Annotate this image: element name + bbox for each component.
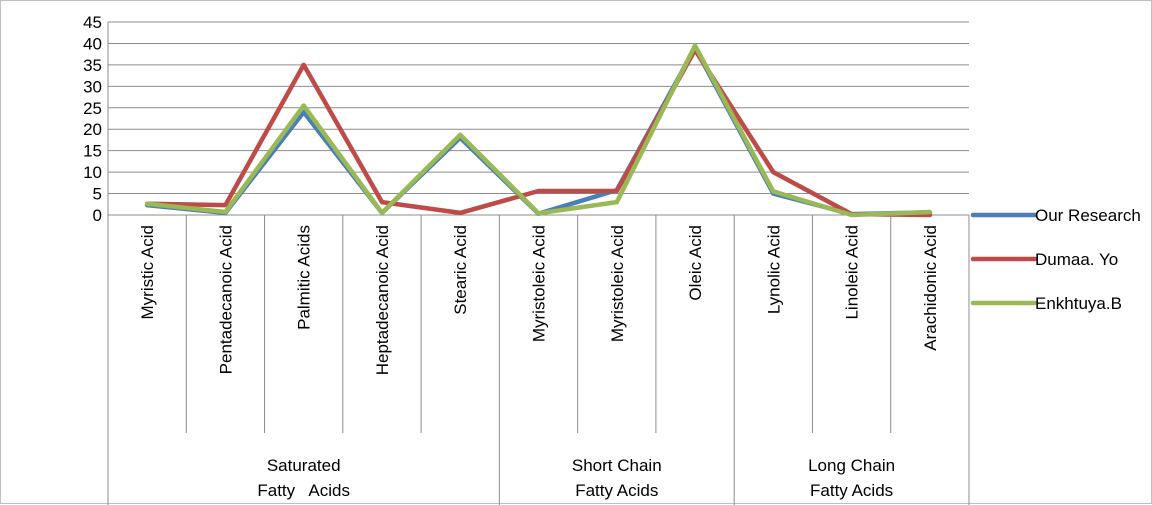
data-point <box>224 204 226 206</box>
data-point <box>224 211 226 213</box>
legend: Our Research Dumaa. Yo Enkhtuya.B <box>970 206 1141 313</box>
x-category-label: Lynolic Acid <box>764 225 783 314</box>
x-category-label: Arachidonic Acid <box>921 225 940 351</box>
data-point <box>303 105 305 107</box>
x-category-label: Pentadecanoic Acid <box>216 225 235 374</box>
series-line <box>144 47 933 218</box>
data-point <box>459 134 461 136</box>
y-tick-label: 35 <box>83 56 102 75</box>
data-point <box>929 211 931 213</box>
y-tick-label: 20 <box>83 120 102 139</box>
y-tick-label: 10 <box>83 163 102 182</box>
data-point <box>303 111 305 113</box>
data-point <box>929 214 931 216</box>
x-axis: Myristic Acid Pentadecanoic Acid Palmitic … <box>107 215 970 505</box>
data-point <box>303 64 305 66</box>
legend-label: Our Research <box>1035 206 1141 225</box>
data-point <box>616 190 618 192</box>
y-axis: 0 5 10 15 20 25 30 35 40 45 <box>83 13 109 225</box>
x-group-label: Fatty Acids <box>810 481 893 500</box>
data-point <box>851 214 853 216</box>
x-category-label: Heptadecanoic Acid <box>373 225 392 375</box>
data-point <box>146 203 148 205</box>
legend-label: Dumaa. Yo <box>1035 250 1118 269</box>
x-category-label: Stearic Acid <box>451 225 470 315</box>
x-group-label: Long Chain <box>808 456 895 475</box>
x-category-label: Myristoleic Acid <box>530 225 549 342</box>
x-group-label: Fatty Acids <box>575 481 658 500</box>
y-tick-label: 5 <box>93 185 102 204</box>
data-point <box>538 190 539 192</box>
y-tick-label: 40 <box>83 34 102 53</box>
data-point <box>459 212 461 214</box>
data-point <box>616 201 618 203</box>
series-lines <box>144 43 933 218</box>
data-point <box>381 201 383 203</box>
gridlines <box>108 21 969 216</box>
x-category-label: Oleic Acid <box>686 225 705 301</box>
y-tick-label: 15 <box>83 142 102 161</box>
data-point <box>538 212 539 214</box>
y-tick-label: 25 <box>83 99 102 118</box>
x-group-label: Saturated <box>267 456 341 475</box>
data-point <box>381 212 383 214</box>
x-group-label: Short Chain <box>572 456 662 475</box>
y-tick-label: 45 <box>83 13 102 32</box>
data-point <box>694 45 696 47</box>
x-category-label: Linoleic Acid <box>843 225 862 320</box>
data-point <box>772 171 774 173</box>
data-point <box>772 190 774 192</box>
x-category-label: Myristoleic Acid <box>608 225 627 342</box>
y-tick-label: 30 <box>83 77 102 96</box>
x-category-label: Myristic Acid <box>138 225 157 319</box>
legend-label: Enkhtuya.B <box>1035 294 1122 313</box>
x-category-label: Palmitic Acids <box>295 225 314 330</box>
y-tick-label: 0 <box>93 206 102 225</box>
x-group-label: Fatty Acids <box>257 481 350 500</box>
